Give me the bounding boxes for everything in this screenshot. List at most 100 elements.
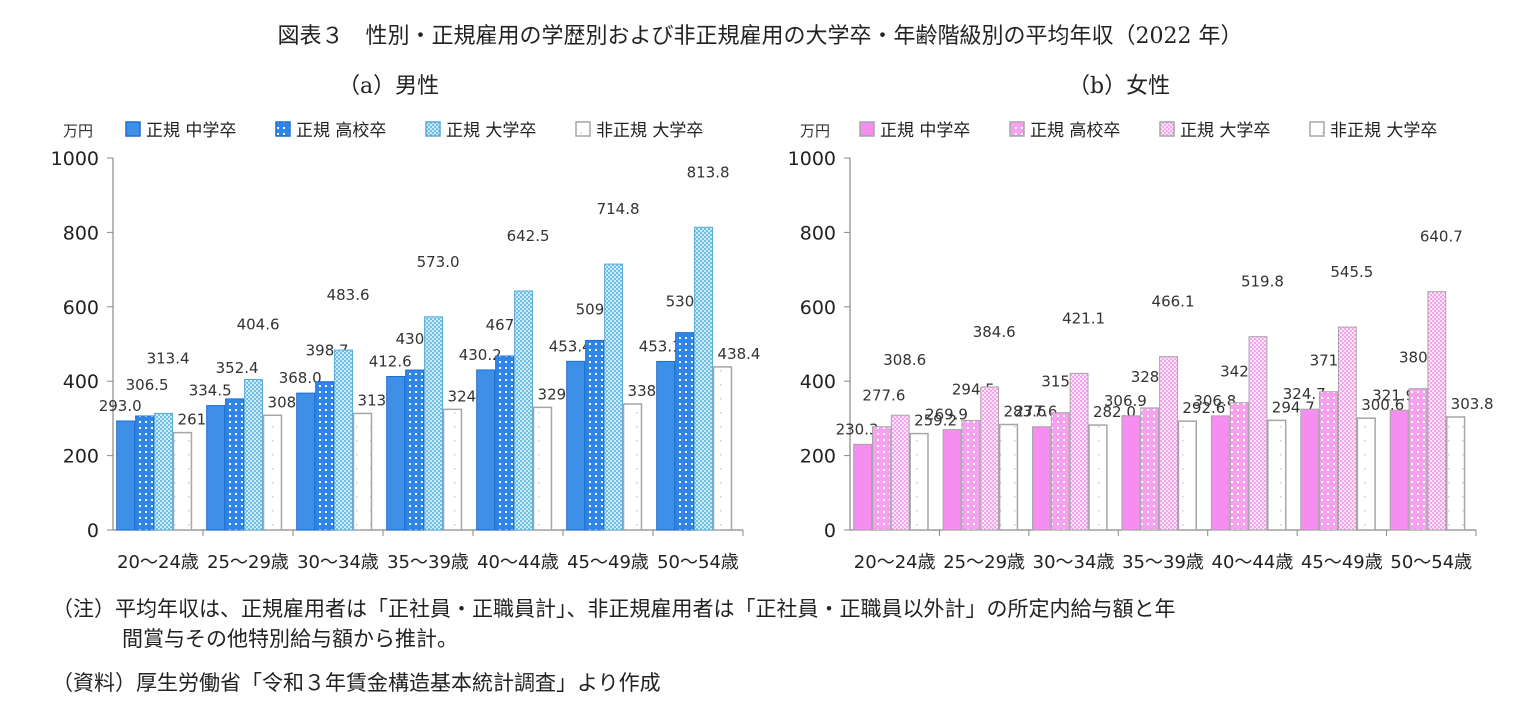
female-bar-high xyxy=(1319,391,1338,531)
male-ytick-label: 200 xyxy=(63,446,99,468)
male-ytick-label: 800 xyxy=(63,222,99,244)
female-ytick-label: 200 xyxy=(800,446,836,468)
male-bar-high xyxy=(675,332,695,531)
female-data-label-univ: 308.6 xyxy=(883,351,926,369)
male-bar-nonregular xyxy=(532,406,553,531)
male-ytick-label: 400 xyxy=(63,371,99,393)
male-bar-junior xyxy=(116,420,136,531)
female-bar-nonregular xyxy=(1267,419,1287,531)
female-bar-nonregular xyxy=(909,432,929,531)
male-data-label-univ: 313.4 xyxy=(147,349,190,367)
male-bar-high xyxy=(495,355,515,531)
female-legend-swatch-junior xyxy=(859,121,875,137)
female-bar-nonregular xyxy=(1356,417,1376,531)
male-bar-junior xyxy=(296,392,316,531)
male-bar-nonregular xyxy=(352,412,373,531)
male-bar-nonregular xyxy=(622,403,643,531)
female-bar-univ xyxy=(1427,291,1447,531)
male-ytick-label: 0 xyxy=(87,520,99,542)
male-data-label-junior: 430.2 xyxy=(459,346,502,364)
female-bar-junior xyxy=(1300,408,1320,531)
female-data-label-univ: 466.1 xyxy=(1152,293,1195,311)
source-note: （資料）厚生労働省「令和３年賃金構造基本統計調査」より作成 xyxy=(52,671,661,695)
female-bar-univ xyxy=(1248,336,1268,531)
male-bar-univ xyxy=(514,290,534,531)
female-data-label-nonregular: 283.6 xyxy=(1004,403,1047,421)
male-data-label-high: 352.4 xyxy=(216,359,259,377)
male-data-label-junior: 453.1 xyxy=(639,337,682,355)
male-legend-label-univ: 正規 大学卒 xyxy=(446,121,536,141)
male-bar-high xyxy=(135,415,155,531)
male-bar-nonregular xyxy=(442,408,463,531)
female-legend-swatch-high xyxy=(1009,121,1025,137)
female-bar-univ xyxy=(980,386,1000,531)
female-legend-label-nonregular: 非正規 大学卒 xyxy=(1330,121,1437,141)
male-chart: 万円 正規 中学卒 正規 高校卒 正規 大学卒 非正規 大学卒 0 200 400 600 800… xyxy=(51,121,761,573)
female-bar-junior xyxy=(1032,426,1051,531)
female-bar-junior xyxy=(1121,415,1141,531)
female-bar-high xyxy=(1229,402,1249,531)
male-category-label: 35～39歳 xyxy=(387,552,469,573)
female-bar-high xyxy=(1050,412,1070,531)
female-bar-high xyxy=(871,426,891,531)
female-data-label-nonregular: 292.6 xyxy=(1182,399,1225,417)
male-legend-label-junior: 正規 中学卒 xyxy=(146,121,236,141)
female-chart-subtitle: （b）女性 xyxy=(1068,74,1171,99)
female-data-label-junior: 321.9 xyxy=(1372,386,1415,404)
male-bar-univ xyxy=(334,349,354,531)
charts-canvas: 万円 正規 中学卒 正規 高校卒 正規 大学卒 非正規 大学卒 0 200 400 600 800… xyxy=(51,121,1494,573)
male-bar-junior xyxy=(206,405,226,531)
male-bar-nonregular xyxy=(172,431,193,531)
male-bar-univ xyxy=(244,378,264,531)
female-data-label-junior: 324.7 xyxy=(1283,385,1326,403)
male-bar-nonregular xyxy=(262,414,283,531)
male-data-label-univ: 404.6 xyxy=(237,315,280,333)
female-data-label-nonregular: 300.6 xyxy=(1361,396,1404,414)
female-bar-junior xyxy=(942,429,962,531)
female-category-label: 30～34歳 xyxy=(1033,552,1115,573)
male-bar-univ xyxy=(694,226,714,531)
female-bar-nonregular xyxy=(1177,420,1198,531)
female-category-label: 20～24歳 xyxy=(854,552,936,573)
female-bar-high xyxy=(961,419,981,531)
footnote: （注）平均年収は、正規雇用者は「正社員・正職員計」、非正規雇用者は「正社員・正職… xyxy=(52,594,1176,654)
female-bar-nonregular xyxy=(998,423,1019,531)
note-text-line2: 間賞与その他特別給与額から推計。 xyxy=(122,627,458,651)
male-category-label: 50～54歳 xyxy=(657,552,739,573)
female-ytick-label: 600 xyxy=(800,297,836,319)
male-category-label: 25～29歳 xyxy=(207,552,289,573)
male-data-label-univ: 483.6 xyxy=(327,286,370,304)
male-data-label-univ: 642.5 xyxy=(507,227,550,245)
note-label: （注） xyxy=(52,597,115,621)
male-category-label: 40～44歳 xyxy=(477,552,559,573)
male-bar-high xyxy=(405,369,425,531)
female-category-label: 50～54歳 xyxy=(1390,552,1472,573)
female-data-label-univ: 384.6 xyxy=(973,323,1016,341)
male-data-label-high: 306.5 xyxy=(126,376,169,394)
male-bar-nonregular xyxy=(712,366,733,531)
male-data-label-nonregular: 438.4 xyxy=(718,345,761,363)
male-unit-label: 万円 xyxy=(63,122,93,140)
male-legend-swatch-junior xyxy=(125,121,141,137)
male-data-label-junior: 412.6 xyxy=(369,353,412,371)
female-bar-junior xyxy=(1389,409,1409,531)
male-data-label-univ: 813.8 xyxy=(687,163,730,181)
male-bar-univ xyxy=(604,263,624,531)
female-data-label-nonregular: 303.8 xyxy=(1451,395,1494,413)
male-bar-junior xyxy=(386,376,406,531)
male-legend-swatch-high xyxy=(275,121,291,137)
female-bar-high xyxy=(1140,407,1160,531)
female-legend-label-high: 正規 高校卒 xyxy=(1030,121,1120,141)
female-chart: 万円 正規 中学卒 正規 高校卒 正規 大学卒 非正規 大学卒 0 200 400 600 800… xyxy=(788,121,1494,573)
female-data-label-high: 277.6 xyxy=(862,387,905,405)
female-category-label: 45～49歳 xyxy=(1301,552,1383,573)
male-data-label-univ: 573.0 xyxy=(417,253,460,271)
figure-title: 図表３ 性別・正規雇用の学歴別および非正規雇用の大学卒・年齢階級別の平均年収（2… xyxy=(277,24,1243,49)
male-bar-junior xyxy=(476,369,496,531)
male-bar-high xyxy=(225,398,245,531)
male-legend-label-nonregular: 非正規 大学卒 xyxy=(596,121,703,141)
female-legend-swatch-nonregular xyxy=(1309,121,1325,137)
male-category-label: 45～49歳 xyxy=(567,552,649,573)
female-category-label: 40～44歳 xyxy=(1212,552,1294,573)
female-bar-nonregular xyxy=(1445,416,1466,531)
